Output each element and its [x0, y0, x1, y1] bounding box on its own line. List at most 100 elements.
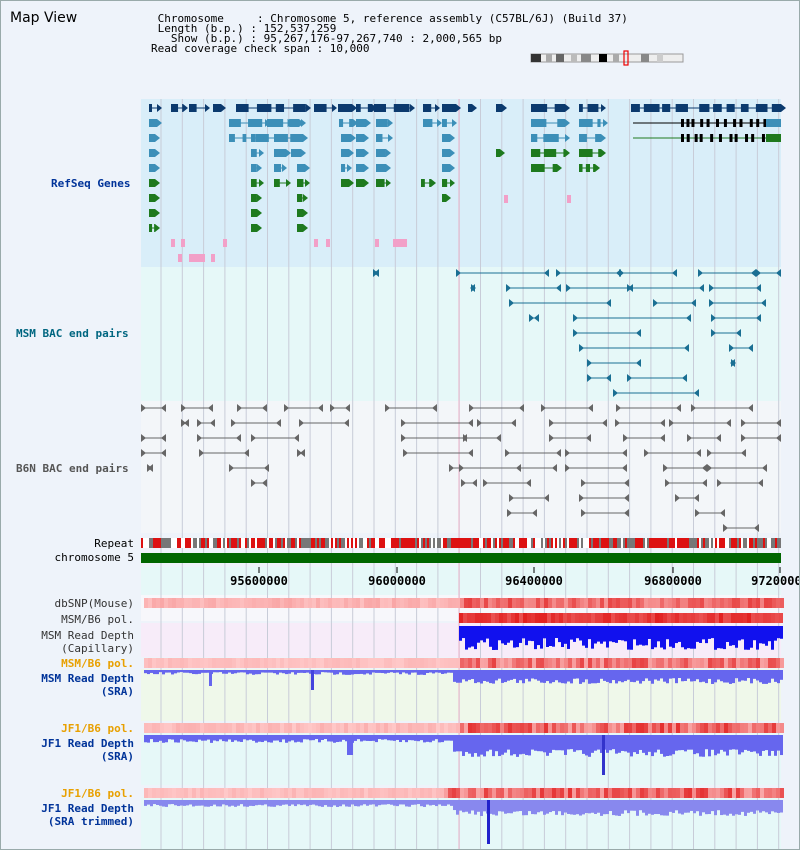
depth-bar — [543, 626, 546, 639]
track-label-jf1-b6-pol-trimmed[interactable]: JF1/B6 pol. — [61, 787, 134, 800]
heat-cell — [648, 658, 652, 668]
track-label-jf1-sra[interactable]: (SRA) — [100, 750, 134, 763]
depth-bar — [714, 800, 717, 816]
repeat-segment — [247, 538, 249, 548]
heat-cell — [616, 788, 620, 798]
track-label-msm-read-depth-sra[interactable]: MSM Read Depth — [41, 672, 134, 685]
gene-exon — [531, 104, 548, 112]
depth-bar — [759, 735, 762, 756]
heat-cell — [572, 658, 576, 668]
heat-cell — [320, 598, 324, 608]
heat-cell — [715, 613, 719, 623]
bac-end-marker — [776, 419, 781, 427]
depth-bar — [564, 800, 567, 813]
heat-cell — [576, 788, 580, 798]
heat-cell — [224, 788, 228, 798]
track-label-b6n-bac-end-pairs[interactable]: B6N BAC end pairs — [16, 462, 129, 475]
track-label-jf1-read-depth-trimmed[interactable]: JF1 Read Depth — [41, 802, 134, 815]
heat-cell — [440, 788, 444, 798]
bac-end-marker — [385, 404, 390, 412]
depth-bar — [342, 735, 345, 740]
bac-end-marker — [615, 419, 620, 427]
heat-cell — [348, 598, 352, 608]
bac-end-marker — [330, 404, 335, 412]
heat-cell — [476, 723, 480, 733]
track-label-msm-bac-end-pairs[interactable]: MSM BAC end pairs — [16, 327, 129, 340]
heat-cell — [212, 788, 216, 798]
depth-bar — [435, 670, 438, 673]
depth-bar — [618, 670, 621, 682]
depth-bar — [246, 670, 249, 675]
heat-cell — [308, 788, 312, 798]
heat-cell — [376, 723, 380, 733]
depth-bar — [372, 670, 375, 673]
heat-cell — [368, 658, 372, 668]
repeat-segment — [557, 538, 559, 548]
pink-feature — [178, 254, 182, 262]
heat-cell — [464, 788, 468, 798]
depth-bar — [627, 670, 630, 680]
depth-bar — [219, 800, 222, 807]
heat-cell — [552, 598, 556, 608]
track-label-msm-sra[interactable]: (SRA) — [100, 685, 134, 698]
gene-arrow — [282, 134, 287, 142]
heat-cell — [240, 723, 244, 733]
gene-exon — [291, 119, 296, 127]
heat-cell — [384, 723, 388, 733]
depth-bar — [177, 735, 180, 743]
depth-bar — [657, 626, 660, 642]
depth-bar — [150, 735, 153, 740]
depth-bar — [606, 735, 609, 753]
repeat-segment — [535, 538, 537, 548]
depth-bar — [780, 670, 783, 680]
axis-tick-label: 97200000 — [751, 574, 799, 588]
gene-arrow — [386, 149, 391, 157]
heat-cell — [520, 598, 524, 608]
gene-exon — [755, 104, 768, 112]
track-label-msm-b6-pol-sra[interactable]: MSM/B6 pol. — [61, 657, 134, 670]
heat-cell — [188, 658, 192, 668]
repeat-segment — [667, 538, 669, 548]
repeat-segment — [439, 538, 441, 548]
depth-bar — [597, 670, 600, 683]
repeat-segment — [433, 538, 435, 548]
depth-bar — [780, 626, 783, 639]
heat-cell — [488, 658, 492, 668]
heat-cell — [735, 613, 739, 623]
heat-cell — [192, 658, 196, 668]
depth-bar — [420, 735, 423, 741]
depth-bar — [348, 670, 351, 675]
gene-arrow — [351, 134, 356, 142]
depth-bar — [639, 626, 642, 645]
heat-cell — [651, 613, 655, 623]
heat-cell — [536, 723, 540, 733]
bac-end-marker — [720, 509, 725, 517]
gene-exon — [442, 179, 448, 187]
repeat-segment — [219, 538, 221, 548]
repeat-segment — [177, 538, 179, 548]
depth-bar — [738, 670, 741, 682]
depth-bar — [663, 670, 666, 682]
heat-cell — [524, 788, 528, 798]
depth-bar — [528, 735, 531, 756]
depth-bar — [369, 735, 372, 742]
gene-arrow — [601, 134, 606, 142]
track-label-sra-trimmed[interactable]: (SRA trimmed) — [47, 815, 134, 828]
repeat-segment — [601, 538, 603, 548]
heat-cell — [176, 598, 180, 608]
gene-exon — [236, 104, 249, 112]
depth-bar — [408, 800, 411, 807]
heat-cell — [663, 613, 667, 623]
depth-bar — [699, 735, 702, 757]
heat-cell — [472, 658, 476, 668]
repeat-segment — [507, 538, 509, 548]
heat-cell — [160, 658, 164, 668]
track-label-jf1-read-depth-sra[interactable]: JF1 Read Depth — [41, 737, 134, 750]
gene-arrow — [601, 104, 606, 112]
track-label-refseq-genes[interactable]: RefSeq Genes — [51, 177, 131, 190]
track-label-jf1-b6-pol[interactable]: JF1/B6 pol. — [61, 722, 134, 735]
heat-cell — [388, 658, 392, 668]
repeat-segment — [583, 538, 585, 548]
heat-cell — [684, 723, 688, 733]
